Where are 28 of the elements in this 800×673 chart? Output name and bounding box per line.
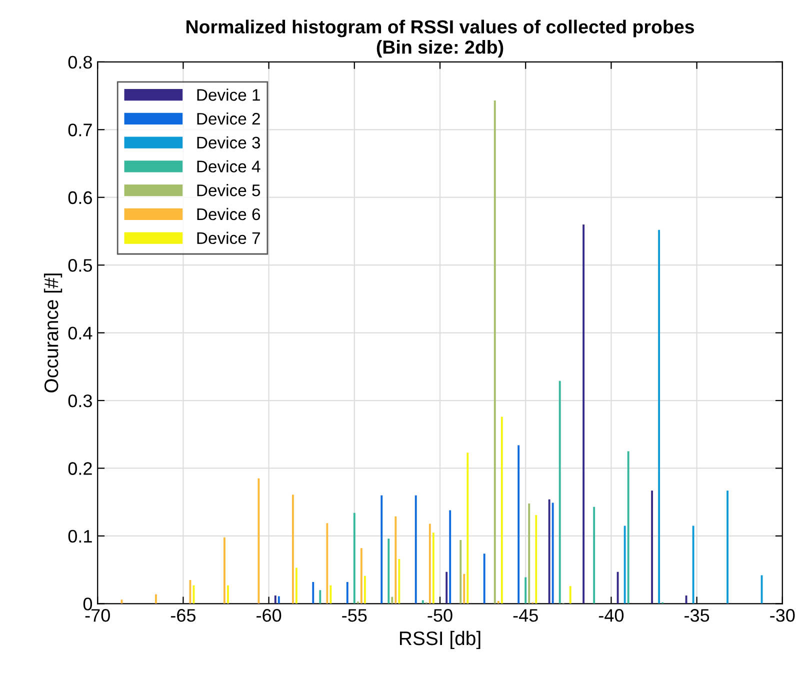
x-axis-title: RSSI [db] bbox=[400, 630, 480, 650]
y-tick-label: 0.2 bbox=[68, 462, 92, 475]
y-tick-label: 0.4 bbox=[68, 326, 92, 340]
x-tick-label: -30 bbox=[770, 609, 795, 622]
legend-label: Device 6 bbox=[197, 208, 260, 220]
x-tick-label: -45 bbox=[513, 609, 538, 622]
y-tick-label: 0.8 bbox=[68, 56, 92, 69]
y-axis-title: Occurance [#] bbox=[44, 274, 62, 392]
chart-title: Normalized histogram of RSSI values of collected probes (Bin size: 2db) bbox=[186, 20, 694, 58]
y-tick-label: 0.1 bbox=[68, 530, 92, 543]
y-tick-label: 0.3 bbox=[68, 394, 92, 408]
y-tick-label: 0.7 bbox=[68, 124, 92, 136]
legend-label: Device 3 bbox=[197, 136, 260, 149]
x-tick-label: -55 bbox=[342, 609, 367, 622]
y-tick-label: 0.6 bbox=[68, 191, 92, 204]
x-tick-label: -35 bbox=[684, 609, 710, 622]
x-tick-label: -50 bbox=[428, 609, 452, 622]
legend-label: Device 7 bbox=[197, 232, 260, 244]
legend-label: Device 1 bbox=[197, 88, 260, 101]
x-tick-label: -70 bbox=[85, 609, 110, 622]
x-tick-label: -40 bbox=[598, 609, 624, 622]
y-tick-label: 0.5 bbox=[68, 259, 92, 272]
legend-label: Device 5 bbox=[197, 184, 260, 196]
x-tick-label: -60 bbox=[256, 609, 282, 622]
legend-label: Device 4 bbox=[197, 160, 260, 172]
x-tick-label: -65 bbox=[170, 609, 196, 622]
y-tick-label: 0 bbox=[83, 598, 92, 610]
legend-label: Device 2 bbox=[197, 112, 260, 125]
